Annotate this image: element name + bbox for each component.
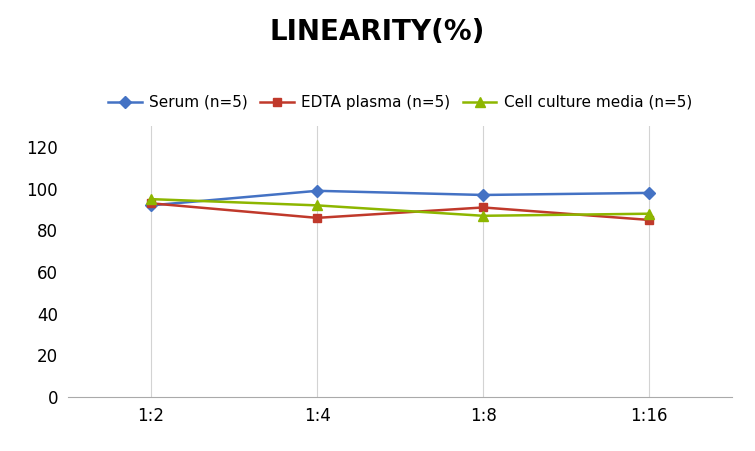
Line: Serum (n=5): Serum (n=5) [146, 187, 654, 210]
Text: LINEARITY(%): LINEARITY(%) [270, 18, 485, 46]
Cell culture media (n=5) [645, 211, 654, 216]
Serum (n=5) [146, 202, 156, 208]
Legend: Serum (n=5), EDTA plasma (n=5), Cell culture media (n=5): Serum (n=5), EDTA plasma (n=5), Cell cul… [102, 89, 698, 116]
Cell culture media (n=5) [479, 213, 488, 218]
EDTA plasma (n=5) [479, 205, 488, 210]
Line: Cell culture media (n=5): Cell culture media (n=5) [146, 194, 654, 221]
Line: EDTA plasma (n=5): EDTA plasma (n=5) [146, 199, 654, 224]
Cell culture media (n=5) [313, 202, 322, 208]
EDTA plasma (n=5) [146, 201, 156, 206]
Serum (n=5) [645, 190, 654, 196]
EDTA plasma (n=5) [645, 217, 654, 223]
Serum (n=5) [479, 192, 488, 198]
Serum (n=5) [313, 188, 322, 193]
Cell culture media (n=5) [146, 197, 156, 202]
EDTA plasma (n=5) [313, 215, 322, 221]
